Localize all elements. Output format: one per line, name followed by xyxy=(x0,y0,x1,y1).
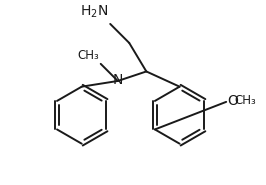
Text: CH₃: CH₃ xyxy=(235,94,256,107)
Text: N: N xyxy=(113,73,123,87)
Text: CH₃: CH₃ xyxy=(77,49,99,62)
Text: O: O xyxy=(227,94,238,108)
Text: H$_2$N: H$_2$N xyxy=(80,4,108,20)
